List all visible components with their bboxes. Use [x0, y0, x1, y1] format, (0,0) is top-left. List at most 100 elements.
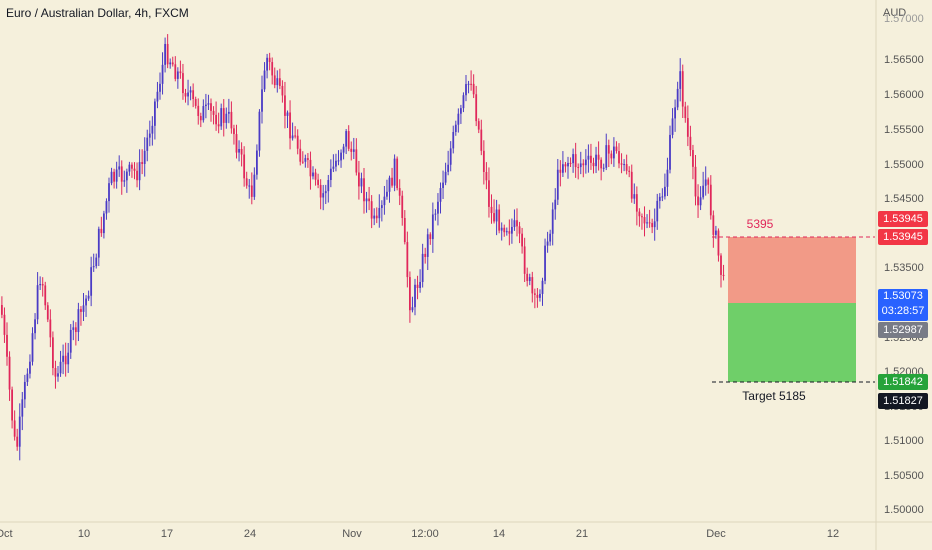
- candle-body: [67, 352, 70, 365]
- candle-body: [85, 298, 87, 306]
- candle-body: [613, 146, 615, 159]
- candle-body: [615, 146, 618, 152]
- gray-price-label: 1.52987: [878, 322, 928, 338]
- candle-body: [393, 158, 396, 186]
- candle-body: [36, 285, 39, 320]
- candle-body: [314, 172, 317, 180]
- candle-body: [439, 188, 442, 202]
- candle-body: [429, 234, 432, 240]
- price-tick: 1.54500: [884, 193, 924, 205]
- candle-body: [131, 164, 133, 169]
- candle-body: [437, 201, 439, 214]
- candle-body: [133, 168, 136, 171]
- candle-body: [115, 169, 118, 182]
- candle-body: [600, 159, 603, 169]
- candle-body: [182, 73, 184, 94]
- time-tick: 17: [160, 528, 174, 540]
- candle-body: [620, 163, 623, 165]
- candle-body: [373, 215, 376, 219]
- candle-body: [329, 168, 332, 180]
- stop-loss-zone[interactable]: [728, 237, 856, 303]
- candle-body: [360, 178, 363, 187]
- candle-body: [194, 99, 197, 106]
- candle-body: [686, 118, 689, 137]
- stop-price-label-2: 1.53945: [878, 229, 928, 245]
- candle-body: [467, 83, 470, 85]
- candle-body: [505, 231, 508, 233]
- candle-body: [602, 167, 605, 169]
- candle-body: [526, 273, 529, 281]
- symbol-title[interactable]: Euro / Australian Dollar, 4h, FXCM: [6, 6, 189, 20]
- candle-body: [238, 148, 240, 153]
- candle-body: [630, 171, 633, 199]
- time-tick: Oct: [0, 528, 13, 540]
- candle-body: [100, 228, 103, 234]
- candle-body: [434, 213, 437, 215]
- candle-body: [342, 146, 345, 153]
- candle-body: [215, 114, 217, 125]
- candle-body: [286, 112, 289, 116]
- candle-body: [46, 305, 49, 320]
- candle-body: [398, 188, 401, 196]
- candle-body: [503, 227, 506, 233]
- candle-body: [511, 226, 513, 234]
- candle-body: [220, 108, 223, 127]
- candle-body: [154, 101, 156, 126]
- candle-body: [720, 255, 722, 275]
- candle-body: [248, 185, 251, 187]
- candle-body: [26, 373, 29, 382]
- candle-body: [689, 136, 692, 151]
- candle-body: [80, 309, 82, 312]
- candle-body: [197, 105, 200, 116]
- candle-body: [671, 118, 674, 135]
- price-tick: 1.55500: [884, 124, 924, 136]
- candle-body: [584, 159, 587, 166]
- candle-body: [245, 178, 248, 186]
- candle-body: [653, 221, 656, 228]
- candle-body: [21, 399, 24, 417]
- candle-body: [702, 185, 705, 198]
- candle-body: [406, 242, 409, 278]
- candle-body: [388, 177, 391, 192]
- candle-body: [495, 209, 498, 222]
- candle-body: [564, 164, 567, 167]
- candle-body: [386, 191, 388, 197]
- candle-body: [352, 149, 355, 152]
- candle-body: [263, 70, 266, 90]
- candle-body: [651, 223, 654, 228]
- candle-body: [41, 284, 44, 286]
- candle-body: [623, 164, 625, 166]
- candle-countdown: 03:28:57: [881, 305, 925, 317]
- candle-body: [64, 355, 67, 365]
- candle-body: [643, 217, 646, 224]
- candle-body: [490, 206, 493, 214]
- candle-body: [444, 171, 447, 183]
- time-tick: 14: [492, 528, 506, 540]
- candle-body: [90, 267, 93, 296]
- candle-body: [296, 135, 299, 149]
- candle-body: [646, 222, 648, 224]
- candle-body: [533, 293, 536, 295]
- candle-body: [39, 284, 42, 286]
- candle-body: [567, 162, 569, 167]
- candle-body: [447, 164, 450, 172]
- candle-body: [11, 389, 13, 421]
- candle-body: [309, 159, 312, 177]
- candle-body: [554, 199, 557, 210]
- candle-body: [233, 128, 235, 135]
- candle-body: [82, 305, 85, 312]
- candle-body: [261, 89, 263, 112]
- candle-body: [513, 220, 516, 227]
- time-tick: Dec: [706, 528, 726, 540]
- candle-body: [452, 131, 455, 149]
- candle-body: [69, 329, 72, 353]
- candle-body: [148, 133, 151, 138]
- candle-body: [151, 125, 154, 134]
- candle-body: [477, 121, 480, 130]
- candle-body: [289, 112, 291, 139]
- take-profit-zone[interactable]: [728, 303, 856, 382]
- stop-level-annotation: 5395: [746, 217, 774, 231]
- candle-body: [312, 172, 314, 177]
